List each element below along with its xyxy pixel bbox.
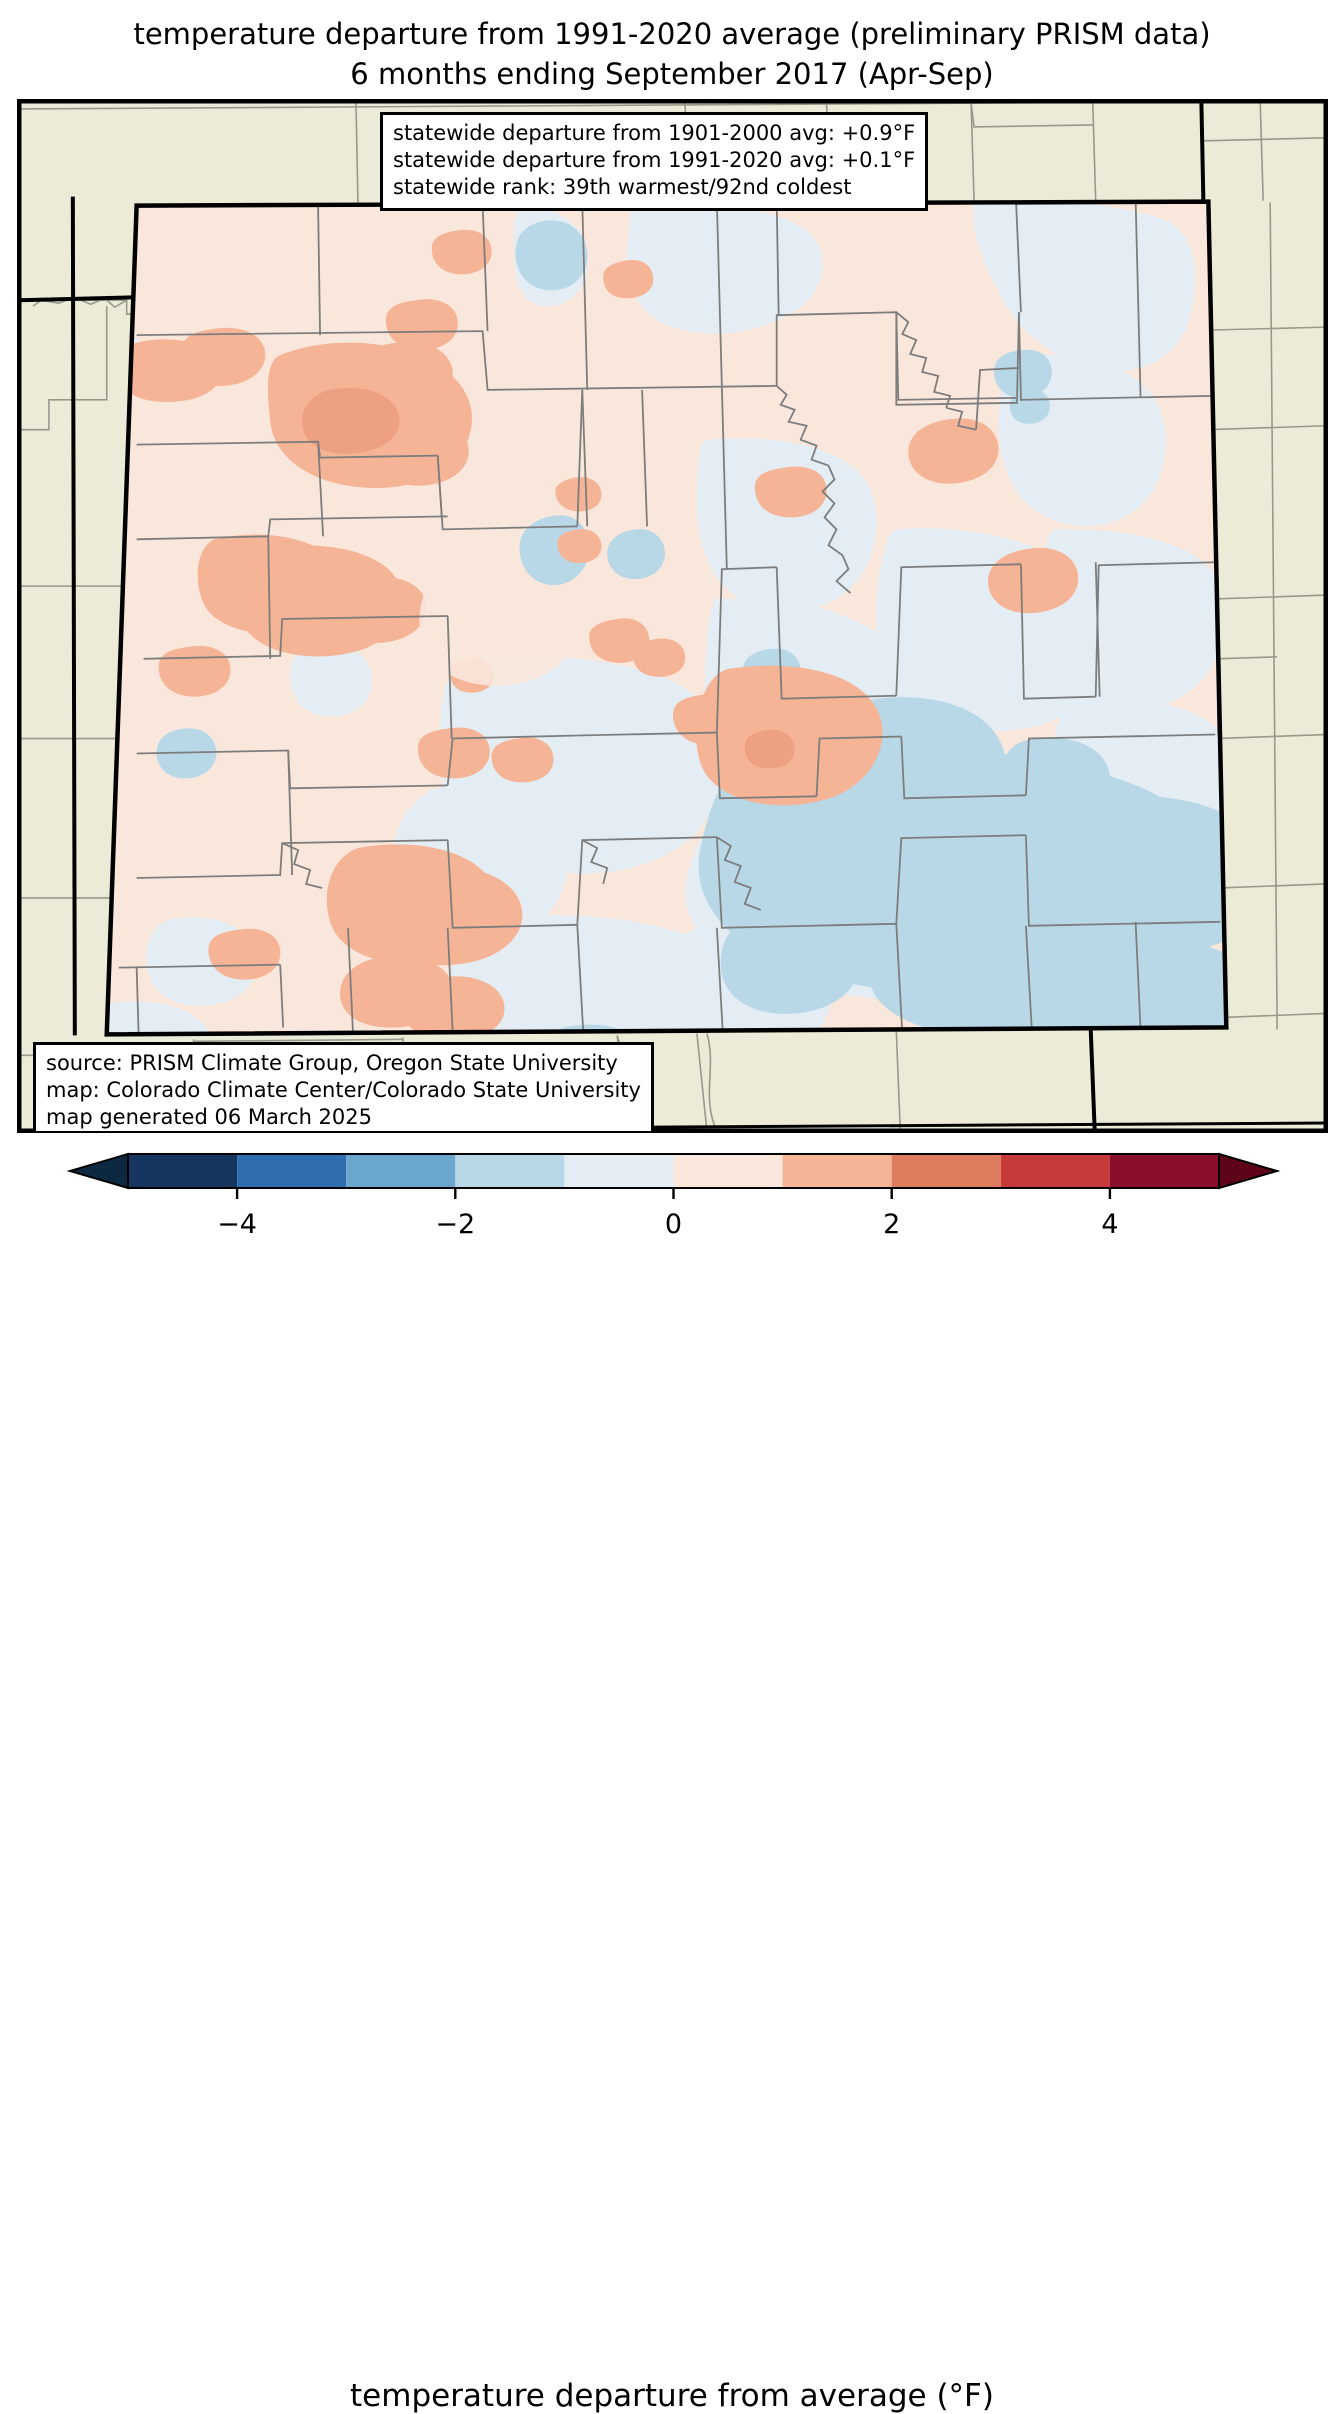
colorbar-segment <box>237 1154 347 1188</box>
source-line-2: map: Colorado Climate Center/Colorado St… <box>46 1078 641 1102</box>
colorbar-axis-label: temperature departure from average (°F) <box>350 2378 994 2414</box>
statewide-statistics-box: statewide departure from 1901-2000 avg: … <box>380 112 929 211</box>
anomaly-band-1-to-2 <box>117 229 1079 1035</box>
colorbar-tick-label: −4 <box>217 1209 257 1240</box>
colorbar-segment <box>346 1154 456 1188</box>
source-line-1: source: PRISM Climate Group, Oregon Stat… <box>46 1051 618 1075</box>
stats-line-1: statewide departure from 1901-2000 avg: … <box>393 121 916 145</box>
colorbar-container: −4 −2 0 2 4 temperature departure from avera… <box>0 1146 1344 2414</box>
climate-map-page: temperature departure from 1991-2020 ave… <box>0 14 1344 2414</box>
map-frame: statewide departure from 1901-2000 avg: … <box>17 99 1328 1133</box>
anomaly-corridor-detail <box>419 568 574 686</box>
colorbar-tick-label: −2 <box>435 1209 475 1240</box>
colorbar-segment <box>455 1154 565 1188</box>
colorado-county-lines <box>118 201 1221 1035</box>
colorbar-segment <box>1109 1154 1219 1188</box>
colorbar-tick-label: 0 <box>665 1209 682 1240</box>
colorbar-segment <box>782 1154 892 1188</box>
stats-line-2: statewide departure from 1991-2020 avg: … <box>393 148 916 172</box>
colorbar-under-arrow <box>66 1152 129 1190</box>
colorbar-segment <box>891 1154 1001 1188</box>
source-line-3: map generated 06 March 2025 <box>46 1105 373 1129</box>
colorbar-segment <box>673 1154 783 1188</box>
title-line-2: 6 months ending September 2017 (Apr-Sep) <box>350 57 994 91</box>
map-border <box>19 101 1326 1131</box>
page-title: temperature departure from 1991-2020 ave… <box>0 14 1344 94</box>
colorbar-segment <box>1000 1154 1110 1188</box>
temperature-anomaly-field <box>106 201 1227 1035</box>
anomaly-band-minus2-to-minus1 <box>156 220 1227 1035</box>
stats-line-3: statewide rank: 39th warmest/92nd coldes… <box>393 175 852 199</box>
anomaly-band-2-to-3 <box>302 387 795 769</box>
source-attribution-box: source: PRISM Climate Group, Oregon Stat… <box>33 1042 654 1131</box>
colorbar-segments <box>66 1152 1281 1190</box>
colorado-temperature-map <box>19 101 1326 1131</box>
colorbar-segment <box>564 1154 674 1188</box>
colorbar[interactable]: −4 −2 0 2 4 <box>0 1146 1344 1266</box>
colorbar-over-arrow <box>1218 1152 1281 1190</box>
colorbar-tick-label: 2 <box>883 1209 900 1240</box>
colorbar-tick-label: 4 <box>1101 1209 1118 1240</box>
colorbar-ticks: −4 −2 0 2 4 <box>217 1188 1118 1240</box>
title-line-1: temperature departure from 1991-2020 ave… <box>133 17 1211 51</box>
colorbar-segment <box>128 1154 238 1188</box>
